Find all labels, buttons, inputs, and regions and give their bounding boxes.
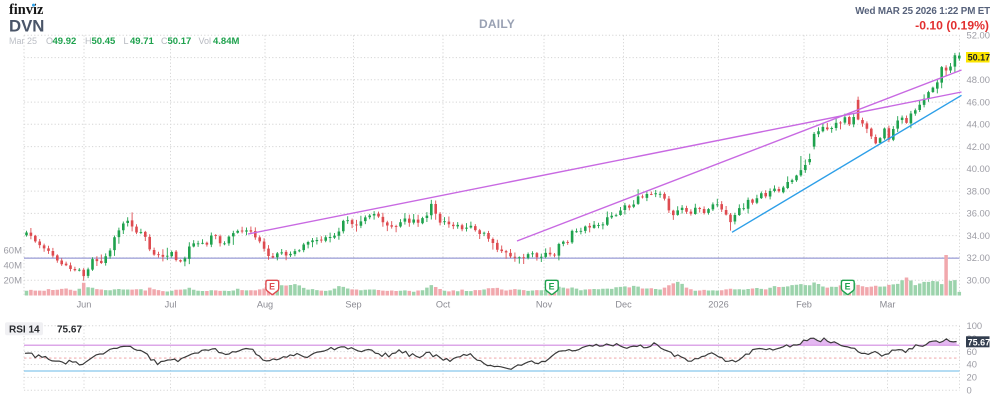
- svg-text:2026: 2026: [708, 300, 728, 310]
- svg-text:49.71: 49.71: [130, 36, 154, 47]
- svg-text:H: H: [85, 36, 92, 46]
- svg-text:Jul: Jul: [165, 300, 177, 310]
- svg-text:Sep: Sep: [345, 300, 361, 310]
- svg-text:40.00: 40.00: [967, 163, 990, 174]
- svg-text:C: C: [161, 36, 168, 46]
- svg-text:60: 60: [967, 346, 977, 357]
- svg-text:Mar: Mar: [880, 300, 896, 310]
- svg-text:Wed MAR 25 2026 1:22 PM ET: Wed MAR 25 2026 1:22 PM ET: [855, 6, 990, 17]
- svg-text:36.00: 36.00: [967, 208, 990, 219]
- svg-text:50.17: 50.17: [968, 53, 991, 63]
- svg-text:Jun: Jun: [77, 300, 92, 310]
- svg-text:-0.10 (0.19%): -0.10 (0.19%): [915, 19, 989, 33]
- svg-text:finviz: finviz: [9, 2, 44, 18]
- svg-text:RSI 14: RSI 14: [9, 325, 40, 336]
- svg-text:50.17: 50.17: [168, 36, 192, 47]
- svg-text:40M: 40M: [4, 261, 23, 272]
- svg-text:4.84M: 4.84M: [213, 36, 239, 47]
- svg-text:30.00: 30.00: [967, 274, 990, 285]
- svg-text:Vol: Vol: [199, 36, 212, 46]
- svg-text:E: E: [549, 281, 555, 291]
- svg-text:E: E: [845, 281, 851, 291]
- svg-text:44.00: 44.00: [967, 119, 990, 130]
- svg-text:L: L: [124, 36, 129, 46]
- svg-text:0: 0: [967, 385, 972, 396]
- svg-text:60M: 60M: [4, 246, 23, 257]
- svg-text:Mar 25: Mar 25: [9, 36, 37, 46]
- svg-text:50.45: 50.45: [92, 36, 116, 47]
- svg-text:75.67: 75.67: [57, 325, 82, 336]
- svg-text:32.00: 32.00: [967, 252, 990, 263]
- svg-text:34.00: 34.00: [967, 230, 990, 241]
- svg-text:20M: 20M: [4, 276, 23, 287]
- svg-text:48.00: 48.00: [967, 74, 990, 85]
- svg-text:38.00: 38.00: [967, 185, 990, 196]
- svg-text:40: 40: [967, 359, 977, 370]
- svg-text:E: E: [269, 281, 275, 291]
- svg-text:Oct: Oct: [436, 300, 451, 310]
- svg-text:75.67: 75.67: [968, 337, 991, 347]
- svg-text:52.00: 52.00: [967, 30, 990, 41]
- svg-text:42.00: 42.00: [967, 141, 990, 152]
- svg-text:Nov: Nov: [536, 300, 553, 310]
- svg-text:20: 20: [967, 372, 977, 383]
- svg-text:Dec: Dec: [615, 300, 632, 310]
- svg-text:100: 100: [967, 320, 983, 331]
- svg-text:Feb: Feb: [796, 300, 812, 310]
- svg-text:O: O: [46, 36, 53, 46]
- svg-text:Aug: Aug: [257, 300, 273, 310]
- svg-text:49.92: 49.92: [53, 36, 77, 47]
- svg-text:DVN: DVN: [9, 17, 44, 36]
- svg-text:46.00: 46.00: [967, 96, 990, 107]
- svg-text:DAILY: DAILY: [479, 17, 515, 31]
